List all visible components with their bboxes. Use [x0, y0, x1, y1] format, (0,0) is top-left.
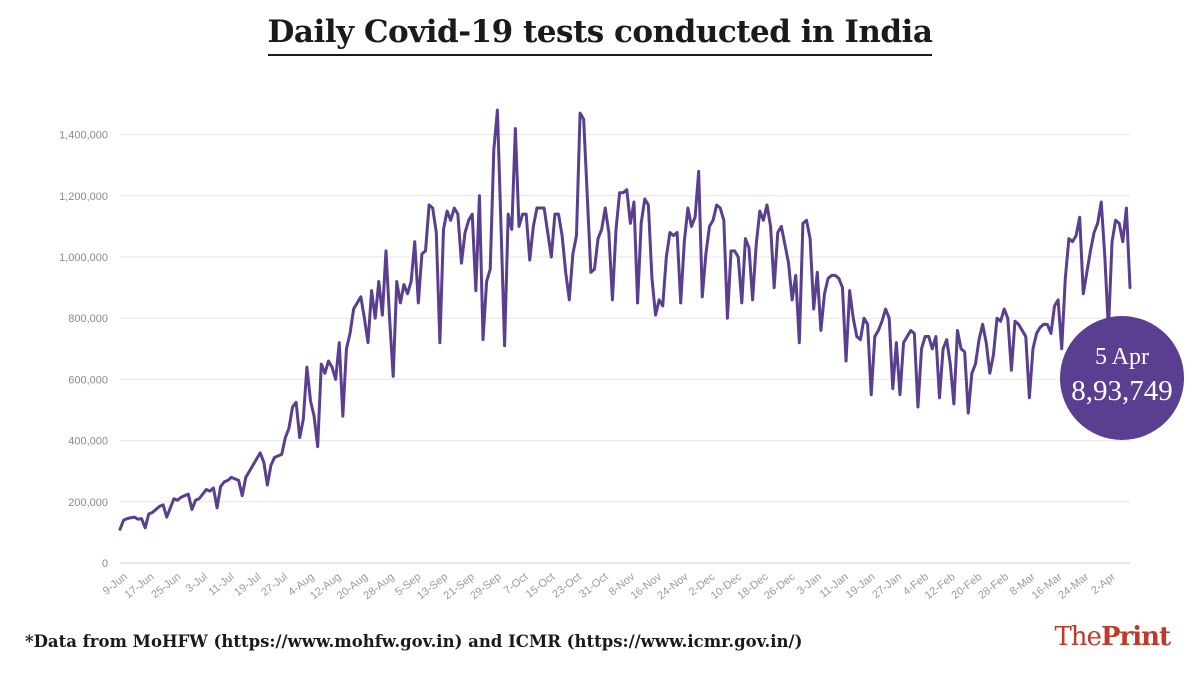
x-tick-label: 17-Jun [123, 571, 157, 601]
source-note: *Data from MoHFW (https://www.mohfw.gov.… [25, 632, 803, 651]
y-tick-label: 400,000 [68, 436, 108, 448]
x-tick-label: 27-Jul [259, 571, 290, 599]
series-line [118, 108, 1132, 531]
grid-lines [120, 134, 1130, 503]
x-tick-label: 23-Oct [550, 571, 583, 601]
x-tick-label: 31-Oct [577, 571, 610, 601]
x-tick-label: 25-Jun [149, 571, 183, 601]
x-tick-label: 15-Oct [524, 571, 557, 601]
x-tick-label: 19-Jul [232, 571, 263, 599]
callout-circle [1060, 316, 1184, 440]
brand-print: Print [1100, 622, 1171, 652]
callout-value: 8,93,749 [1071, 375, 1173, 407]
chart-title: Daily Covid-19 tests conducted in India [0, 14, 1200, 56]
x-tick-label: 24-Nov [655, 571, 691, 603]
x-tick-label: 27-Jan [870, 571, 904, 601]
x-tick-label: 2-Apr [1089, 571, 1118, 597]
x-tick-label: 28-Aug [362, 571, 397, 602]
x-tick-label: 28-Feb [976, 571, 1011, 602]
y-tick-label: 0 [102, 558, 108, 570]
y-tick-label: 200,000 [68, 497, 108, 509]
brand-the: The [1054, 622, 1101, 652]
x-tick-label: 26-Dec [762, 571, 798, 603]
x-tick-label: 19-Jan [844, 571, 878, 601]
x-tick-label: 11-Jan [818, 571, 851, 601]
y-tick-label: 1,400,000 [59, 130, 108, 142]
callout-bubble: 5 Apr 8,93,749 [1060, 316, 1184, 440]
y-tick-label: 1,200,000 [59, 191, 108, 203]
x-tick-label: 3-Jul [184, 571, 210, 595]
callout-date: 5 Apr [1095, 344, 1149, 370]
y-tick-label: 1,000,000 [59, 252, 108, 264]
x-tick-label: 11-Jul [206, 571, 236, 598]
y-tick-label: 600,000 [68, 374, 108, 386]
x-tick-label: 24-Mar [1056, 571, 1091, 602]
brand-logo: ThePrint [1054, 622, 1171, 652]
x-tick-label: 29-Sep [468, 571, 503, 602]
y-axis-ticks: 0 200,000 400,000 600,000 800,000 1,000,000 1,… [59, 130, 108, 570]
y-tick-label: 800,000 [68, 313, 108, 325]
